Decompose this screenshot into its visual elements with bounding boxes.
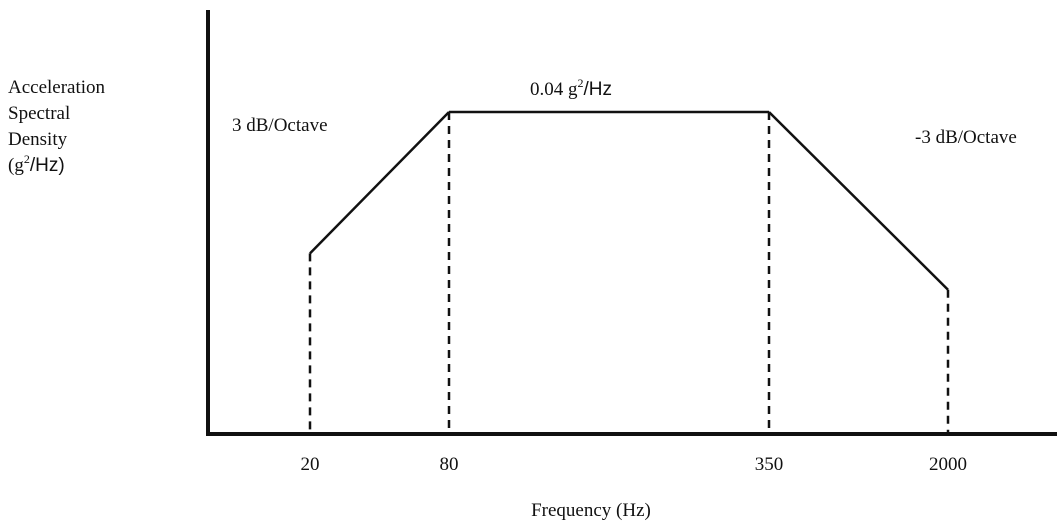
x-tick-label-80: 80: [440, 454, 459, 475]
plateau-sup: 2: [578, 76, 584, 90]
psd-segment-3: [768, 111, 949, 291]
plateau-unit: /Hz: [584, 79, 613, 100]
plateau-annotation: 0.04 g2/Hz: [530, 76, 612, 100]
x-tick-label-2000: 2000: [929, 454, 967, 475]
y-axis-label-line1: Acceleration: [8, 77, 106, 98]
y-axis-label-sup: 2: [24, 152, 30, 166]
x-axis-label: Frequency (Hz): [531, 500, 651, 521]
y-axis-label-line3: Density: [8, 129, 68, 150]
x-tick-label-350: 350: [755, 454, 784, 475]
x-tick-labels: 20 80 350 2000: [301, 454, 968, 475]
y-axis-label-suffix: /Hz): [30, 155, 65, 176]
chart-marks: [308, 110, 950, 434]
right-slope-annotation: -3 dB/Octave: [915, 127, 1017, 148]
left-slope-annotation: 3 dB/Octave: [232, 115, 328, 136]
plateau-value: 0.04 g: [530, 79, 578, 100]
y-axis-label-line4: (g2/Hz): [8, 152, 65, 176]
psd-segment-1: [309, 111, 450, 255]
y-axis-label-line2: Spectral: [8, 103, 70, 124]
x-tick-label-20: 20: [301, 454, 320, 475]
y-axis-label-prefix: (g: [8, 155, 24, 176]
